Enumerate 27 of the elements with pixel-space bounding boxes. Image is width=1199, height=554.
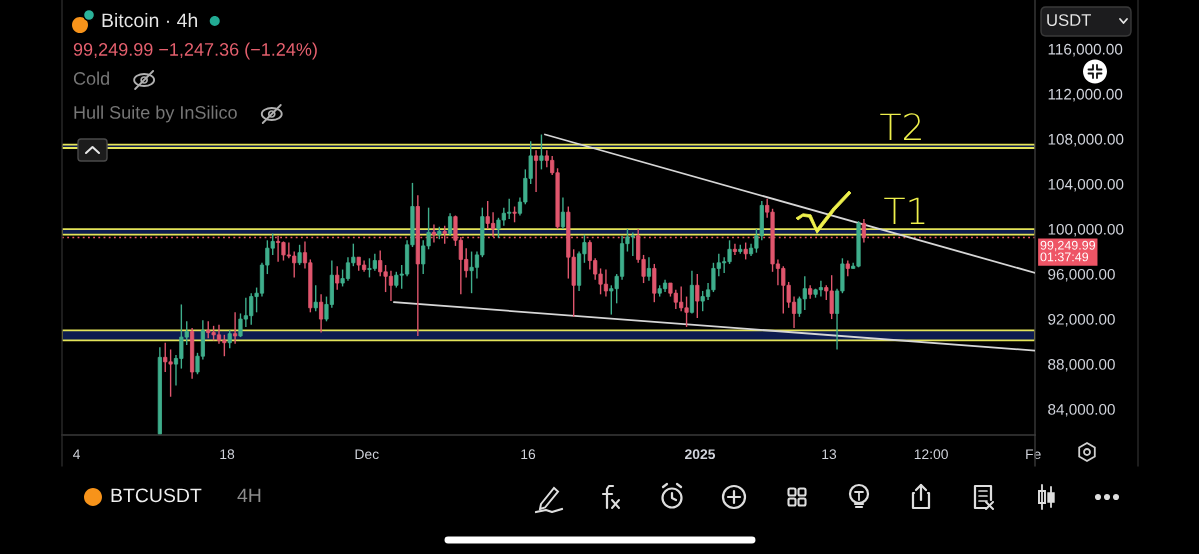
y-axis-title: USDT [1047, 14, 1091, 26]
chart-title: Bitcoin · 4h [102, 12, 198, 28]
annotation: T2 [880, 113, 921, 140]
y-tick-label: 84,000.00 [1048, 403, 1115, 417]
annotation: T1 [884, 197, 925, 224]
text: BTCUSDT [111, 488, 202, 503]
x-tick-label: 16 [521, 449, 536, 460]
text: 4H [237, 488, 261, 503]
x-tick-label: 12:00 [914, 449, 948, 460]
text: 99,249.99 −1,247.36 (−1.24%) [73, 42, 317, 60]
x-tick-label: Fe [1026, 449, 1041, 460]
y-tick-label: 96,000.00 [1048, 268, 1115, 282]
y-tick-label: 92,000.00 [1048, 313, 1115, 327]
x-tick-label: 2025 [685, 449, 716, 460]
annotation: Cold [73, 71, 109, 85]
y-tick-label: 100,000.00 [1048, 223, 1124, 237]
y-tick-label: 116,000.00 [1048, 43, 1123, 57]
y-tick-label: 104,000.00 [1048, 178, 1124, 192]
x-tick-label: 13 [822, 449, 837, 460]
y-tick-label: 88,000.00 [1048, 358, 1115, 372]
x-tick-label: Dec [355, 449, 379, 460]
annotation: Hull Suite by InSilico [74, 105, 237, 123]
y-tick-label: 108,000.00 [1048, 133, 1124, 147]
x-tick-label: 4 [73, 449, 81, 459]
x-tick-label: 18 [220, 449, 235, 460]
y-tick-label: 112,000.00 [1048, 88, 1123, 102]
ref-line-label: 99,249.99 01:37:49 [1040, 240, 1096, 262]
